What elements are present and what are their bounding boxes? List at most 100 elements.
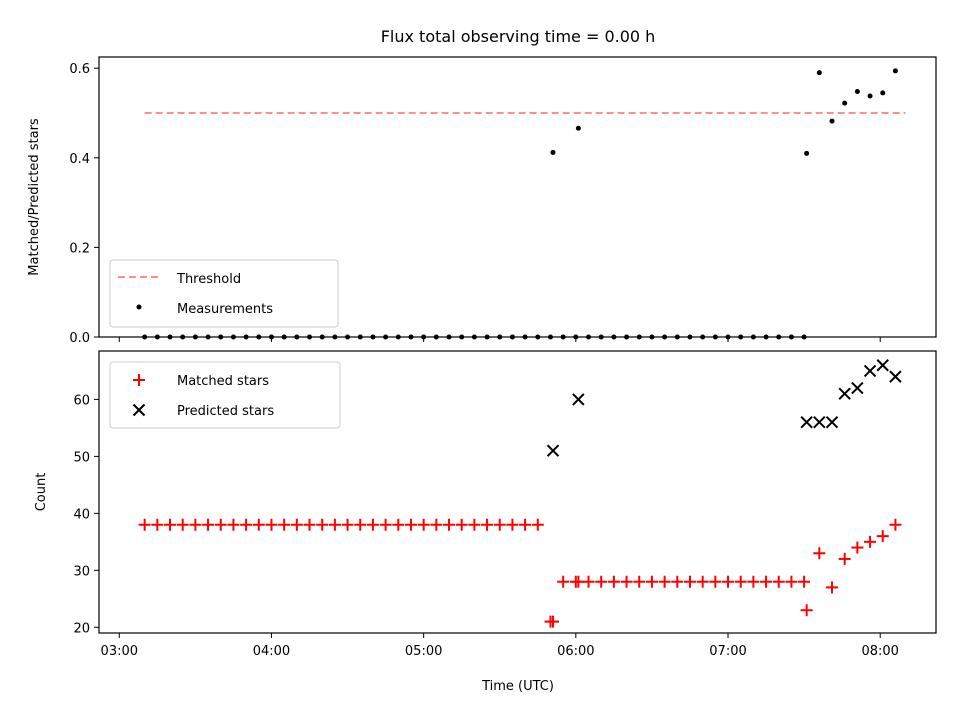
legend-predicted-marker [132, 403, 146, 417]
matched-star-point [417, 518, 430, 531]
matched-star-point [633, 575, 646, 588]
matched-star-point [151, 518, 164, 531]
matched-star-point [519, 518, 532, 531]
matched-star-point [202, 518, 215, 531]
matched-star-point [493, 518, 506, 531]
count-y-tick-label: 40 [73, 507, 90, 522]
matched-star-point [443, 518, 456, 531]
matched-star-point [252, 518, 265, 531]
count-x-tick-label: 06:00 [557, 644, 594, 659]
matched-star-point [607, 575, 620, 588]
matched-star-point [747, 575, 760, 588]
predicted-star-point [876, 359, 889, 372]
measurement-point [892, 68, 898, 74]
matched-star-point [813, 547, 826, 560]
legend-predicted-label: Predicted stars [177, 404, 274, 419]
matched-star-point [366, 518, 379, 531]
predicted-star-point [863, 364, 877, 378]
measurement-point [804, 150, 810, 156]
matched-star-point [379, 518, 392, 531]
x-axis-label: Time (UTC) [481, 679, 554, 694]
predicted-star-point [851, 381, 864, 395]
ratio-panel: 0.0 0.2 0.4 0.6 Matched/Predicted stars Thr… [27, 56, 937, 346]
matched-star-point [481, 518, 494, 531]
chart-title: Flux total observing time = 0.00 h [381, 27, 656, 46]
predicted-star-point [889, 370, 902, 383]
ratio-y-tick-label: 0.2 [69, 241, 90, 256]
measurement-point [854, 88, 860, 94]
matched-star-point [572, 575, 585, 588]
legend-matched-swatch [133, 374, 145, 386]
measurement-point [842, 100, 848, 106]
matched-star-point [138, 518, 151, 531]
matched-star-point [392, 518, 405, 531]
matched-star-point [303, 518, 316, 531]
measurement-point [550, 149, 556, 155]
matched-star-point [278, 518, 291, 531]
ratio-legend: Threshold Measurements [109, 259, 339, 328]
legend-threshold-label: Threshold [176, 272, 241, 287]
matched-star-point [506, 518, 519, 531]
matched-star-point [265, 518, 278, 531]
count-y-tick-label: 30 [73, 564, 90, 579]
matched-star-point [683, 575, 696, 588]
matched-star-point [800, 604, 813, 617]
matched-star-point [290, 518, 303, 531]
matched-star-point [341, 518, 354, 531]
legend-measurements-swatch [136, 304, 142, 310]
ratio-plot-frame [98, 56, 937, 338]
matched-star-point [582, 575, 595, 588]
matched-star-point [468, 518, 481, 531]
matched-star-point [354, 518, 367, 531]
matched-star-point [876, 530, 889, 543]
matched-star-point [240, 518, 253, 531]
matched-star-point [851, 541, 864, 554]
ratio-y-tick-label: 0.0 [69, 331, 90, 346]
measurement-point [575, 125, 581, 131]
matched-star-point [658, 575, 671, 588]
matched-star-point [722, 575, 735, 588]
matched-star-point [595, 575, 608, 588]
count-x-tick-label: 05:00 [405, 644, 442, 659]
predicted-star-point [800, 416, 813, 429]
measurement-point [867, 93, 873, 99]
matched-star-point [531, 518, 544, 531]
ratio-legend-box [109, 259, 339, 328]
ratio-y-axis-label: Matched/Predicted stars [27, 118, 42, 276]
matched-star-point [709, 575, 722, 588]
matched-star-point [430, 518, 443, 531]
count-legend-box [109, 361, 341, 429]
matched-star-point [620, 575, 633, 588]
matched-star-point [328, 518, 341, 531]
matched-star-point [772, 575, 785, 588]
measurement-point [829, 118, 835, 124]
matched-star-point [316, 518, 329, 531]
count-x-tick-label: 03:00 [101, 644, 138, 659]
count-legend: Matched stars Predicted stars [109, 361, 341, 429]
matched-star-point [826, 581, 839, 594]
matched-star-point [214, 518, 227, 531]
legend-predicted-swatch [132, 403, 146, 417]
count-x-tick-label: 04:00 [253, 644, 290, 659]
matched-star-point [696, 575, 709, 588]
count-y-tick-label: 20 [73, 621, 90, 636]
measurement-point [816, 70, 822, 76]
predicted-star-point [572, 393, 585, 406]
matched-star-point [838, 552, 851, 565]
matched-star-point [547, 615, 560, 628]
matched-star-point [455, 518, 468, 531]
measurement-point [880, 90, 886, 96]
ratio-y-tick-label: 0.6 [69, 62, 90, 77]
matched-star-point [189, 518, 202, 531]
count-y-axis-label: Count [34, 473, 49, 512]
predicted-star-point [546, 444, 560, 457]
matched-star-point [176, 518, 189, 531]
count-y-tick-label: 50 [73, 450, 90, 465]
count-y-tick-label: 60 [73, 393, 90, 408]
matched-star-point [798, 575, 811, 588]
matched-star-point [760, 575, 773, 588]
count-x-tick-label: 07:00 [709, 644, 746, 659]
predicted-star-point [813, 416, 826, 429]
count-x-tick-label: 08:00 [861, 644, 898, 659]
